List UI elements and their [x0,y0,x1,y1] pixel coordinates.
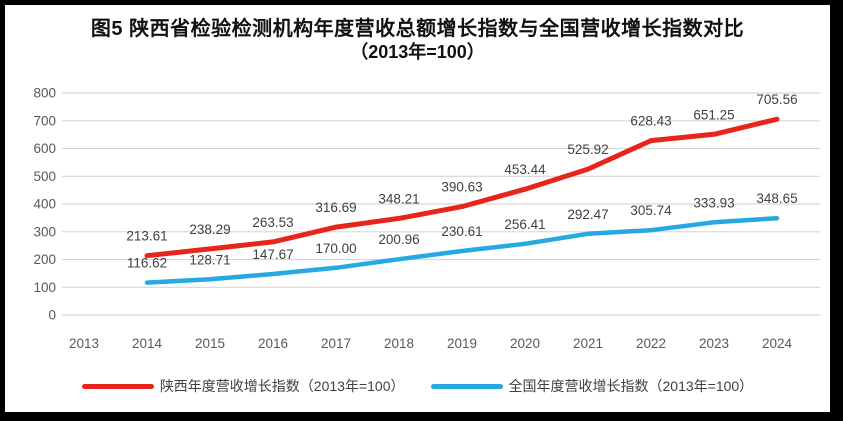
svg-text:0: 0 [48,308,56,323]
svg-text:390.63: 390.63 [441,180,482,195]
legend-label-shaanxi: 陕西年度营收增长指数（2013年=100） [159,378,405,394]
svg-text:500: 500 [33,169,56,184]
svg-text:2024: 2024 [762,336,793,351]
svg-text:348.65: 348.65 [756,191,797,206]
svg-text:292.47: 292.47 [567,207,608,222]
svg-text:2020: 2020 [510,336,540,351]
svg-text:200: 200 [33,252,56,267]
svg-text:305.74: 305.74 [630,203,672,218]
svg-text:525.92: 525.92 [567,142,608,157]
svg-text:2017: 2017 [321,336,351,351]
svg-text:170.00: 170.00 [315,241,356,256]
legend-line-swatch-shaanxi [81,383,154,389]
svg-text:316.69: 316.69 [315,200,356,215]
svg-text:2013: 2013 [69,336,99,351]
svg-text:100: 100 [33,280,56,295]
title-block: 图5 陕西省检验检测机构年度营收总额增长指数与全国营收增长指数对比 （2013年… [5,5,830,63]
svg-text:651.25: 651.25 [693,107,734,122]
svg-text:628.43: 628.43 [630,114,671,129]
legend-item-shaanxi: 陕西年度营收增长指数（2013年=100） [81,376,405,396]
chart-subtitle: （2013年=100） [350,42,485,62]
svg-text:2018: 2018 [384,336,414,351]
svg-text:2016: 2016 [258,336,288,351]
svg-text:213.61: 213.61 [126,229,167,244]
chart-legend: 陕西年度营收增长指数（2013年=100） 全国年度营收增长指数（2013年=1… [5,376,830,396]
legend-item-national: 全国年度营收增长指数（2013年=100） [430,376,754,396]
svg-text:256.41: 256.41 [504,217,545,232]
svg-text:300: 300 [33,224,56,239]
legend-line-swatch-national [430,383,503,389]
svg-text:2014: 2014 [132,336,163,351]
svg-text:800: 800 [33,86,56,101]
svg-text:2023: 2023 [699,336,729,351]
svg-text:128.71: 128.71 [189,252,230,267]
svg-text:348.21: 348.21 [378,191,419,206]
svg-text:600: 600 [33,141,56,156]
svg-text:705.56: 705.56 [756,92,797,107]
chart-title: 图5 陕西省检验检测机构年度营收总额增长指数与全国营收增长指数对比 [90,18,745,40]
svg-text:230.61: 230.61 [441,224,482,239]
svg-text:147.67: 147.67 [252,247,293,262]
legend-label-national: 全国年度营收增长指数（2013年=100） [508,378,754,394]
svg-text:453.44: 453.44 [504,162,546,177]
svg-text:238.29: 238.29 [189,222,230,237]
plot-area: 0 100 200 300 400 500 600 700 800 2013 2014 2015 201… [5,80,830,358]
svg-text:200.96: 200.96 [378,232,419,247]
svg-text:400: 400 [33,197,56,212]
chart-svg: 0 100 200 300 400 500 600 700 800 2013 2014 2015 201… [33,86,820,351]
svg-text:700: 700 [33,113,56,128]
svg-text:2021: 2021 [573,336,603,351]
svg-text:263.53: 263.53 [252,215,293,230]
svg-text:2022: 2022 [636,336,666,351]
svg-text:333.93: 333.93 [693,195,734,210]
svg-text:2019: 2019 [447,336,477,351]
svg-text:2015: 2015 [195,336,225,351]
svg-text:116.62: 116.62 [127,256,167,271]
